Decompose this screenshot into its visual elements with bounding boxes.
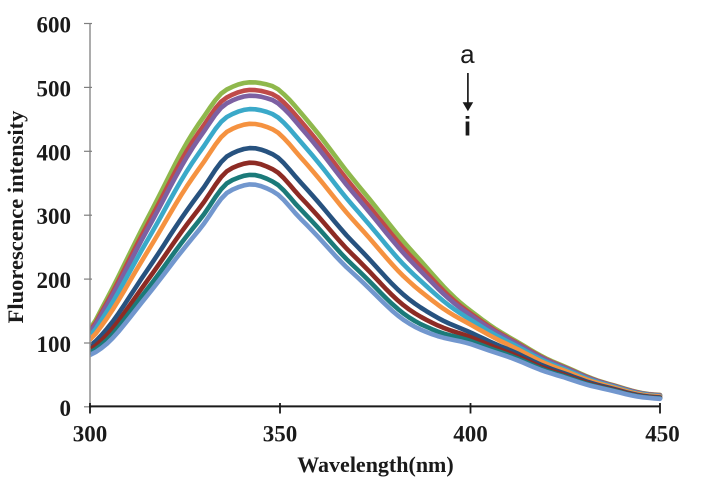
svg-text:400: 400 [37, 140, 72, 165]
svg-text:200: 200 [37, 268, 72, 293]
svg-text:a: a [460, 39, 475, 69]
svg-text:350: 350 [263, 422, 298, 447]
svg-text:100: 100 [37, 332, 72, 357]
svg-text:600: 600 [37, 13, 72, 38]
svg-text:300: 300 [37, 204, 72, 229]
svg-text:450: 450 [645, 422, 680, 447]
svg-text:Fluorescence intensity: Fluorescence intensity [3, 110, 28, 323]
svg-text:500: 500 [37, 76, 72, 101]
svg-text:i: i [464, 112, 472, 142]
svg-text:0: 0 [60, 396, 72, 421]
svg-text:400: 400 [453, 422, 488, 447]
svg-text:Wavelength(nm): Wavelength(nm) [297, 452, 453, 477]
svg-text:300: 300 [73, 422, 108, 447]
